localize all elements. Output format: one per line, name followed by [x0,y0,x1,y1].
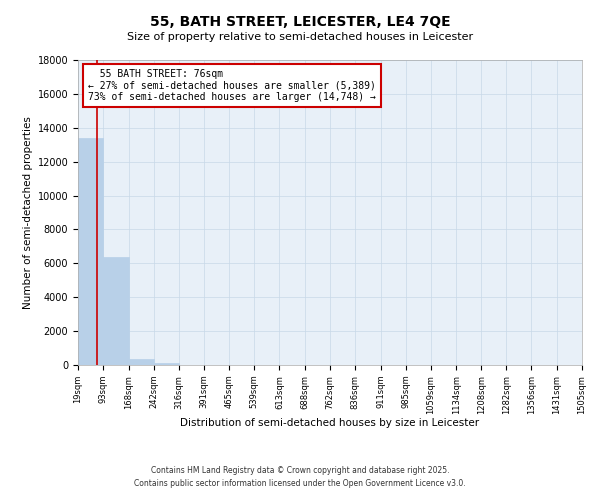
Bar [128,359,154,365]
Bar [103,256,128,365]
Bar [78,138,103,365]
Text: 55 BATH STREET: 76sqm
← 27% of semi-detached houses are smaller (5,389)
73% of s: 55 BATH STREET: 76sqm ← 27% of semi-deta… [88,69,376,102]
Bar [154,364,179,365]
X-axis label: Distribution of semi-detached houses by size in Leicester: Distribution of semi-detached houses by … [181,418,479,428]
Text: 55, BATH STREET, LEICESTER, LE4 7QE: 55, BATH STREET, LEICESTER, LE4 7QE [149,15,451,29]
Text: Contains HM Land Registry data © Crown copyright and database right 2025.
Contai: Contains HM Land Registry data © Crown c… [134,466,466,487]
Y-axis label: Number of semi-detached properties: Number of semi-detached properties [23,116,34,309]
Text: Size of property relative to semi-detached houses in Leicester: Size of property relative to semi-detach… [127,32,473,42]
